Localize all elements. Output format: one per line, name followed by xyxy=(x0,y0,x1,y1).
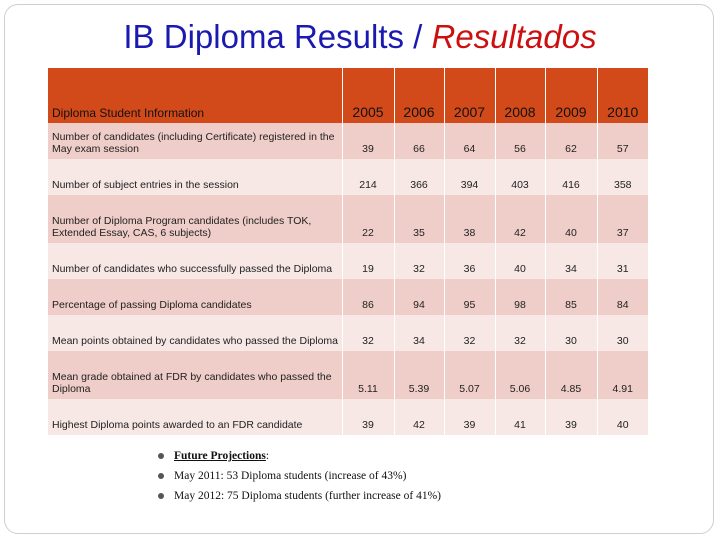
cell-value: 366 xyxy=(394,159,445,195)
cell-value: 95 xyxy=(444,279,496,315)
cell-value: 62 xyxy=(545,123,598,159)
year-header: 2008 xyxy=(495,68,546,123)
results-table: Diploma Student Information 2005 2006 20… xyxy=(48,68,648,435)
year-header: 2007 xyxy=(444,68,496,123)
row-label: Number of subject entries in the session xyxy=(48,159,343,195)
cell-value: 30 xyxy=(545,315,598,351)
cell-value: 4.91 xyxy=(597,351,648,399)
cell-value: 214 xyxy=(342,159,395,195)
cell-value: 39 xyxy=(444,399,496,435)
title-accent: Resultados xyxy=(431,18,597,55)
cell-value: 41 xyxy=(495,399,546,435)
slide-title: IB Diploma Results / Resultados xyxy=(0,18,720,56)
table-row: Mean grade obtained at FDR by candidates… xyxy=(48,351,648,399)
cell-value: 32 xyxy=(394,243,445,279)
table-row: Number of candidates who successfully pa… xyxy=(48,243,648,279)
cell-value: 394 xyxy=(444,159,496,195)
cell-value: 30 xyxy=(597,315,648,351)
cell-value: 38 xyxy=(444,195,496,243)
year-header: 2005 xyxy=(342,68,395,123)
cell-value: 56 xyxy=(495,123,546,159)
bullet-icon xyxy=(158,453,164,459)
cell-value: 31 xyxy=(597,243,648,279)
cell-value: 32 xyxy=(444,315,496,351)
table-row: Mean points obtained by candidates who p… xyxy=(48,315,648,351)
projection-text: May 2012: 75 Diploma students (further i… xyxy=(174,490,441,502)
cell-value: 98 xyxy=(495,279,546,315)
table-row: Number of candidates (including Certific… xyxy=(48,123,648,159)
title-main: IB Diploma Results / xyxy=(123,18,432,55)
row-label: Highest Diploma points awarded to an FDR… xyxy=(48,399,343,435)
table-row: Number of Diploma Program candidates (in… xyxy=(48,195,648,243)
row-label: Mean points obtained by candidates who p… xyxy=(48,315,343,351)
cell-value: 34 xyxy=(545,243,598,279)
cell-value: 19 xyxy=(342,243,395,279)
cell-value: 94 xyxy=(394,279,445,315)
cell-value: 37 xyxy=(597,195,648,243)
year-header: 2006 xyxy=(394,68,445,123)
cell-value: 42 xyxy=(495,195,546,243)
bullet-icon xyxy=(158,473,164,479)
projections-heading: Future Projections xyxy=(174,450,266,462)
row-label: Number of candidates (including Certific… xyxy=(48,123,343,159)
cell-value: 34 xyxy=(394,315,445,351)
cell-value: 42 xyxy=(394,399,445,435)
cell-value: 40 xyxy=(495,243,546,279)
projections-list: Future Projections: May 2011: 53 Diploma… xyxy=(158,446,441,506)
projection-text: May 2011: 53 Diploma students (increase … xyxy=(174,470,407,482)
cell-value: 39 xyxy=(342,399,395,435)
cell-value: 40 xyxy=(597,399,648,435)
table-header-row: Diploma Student Information 2005 2006 20… xyxy=(48,68,648,123)
cell-value: 32 xyxy=(495,315,546,351)
cell-value: 358 xyxy=(597,159,648,195)
projections-heading-suffix: : xyxy=(265,450,270,462)
list-item: Future Projections: xyxy=(158,446,441,466)
year-header: 2010 xyxy=(597,68,648,123)
cell-value: 36 xyxy=(444,243,496,279)
cell-value: 64 xyxy=(444,123,496,159)
list-item: May 2011: 53 Diploma students (increase … xyxy=(158,466,441,486)
cell-value: 85 xyxy=(545,279,598,315)
cell-value: 5.06 xyxy=(495,351,546,399)
cell-value: 35 xyxy=(394,195,445,243)
cell-value: 5.07 xyxy=(444,351,496,399)
row-label: Number of candidates who successfully pa… xyxy=(48,243,343,279)
row-label: Mean grade obtained at FDR by candidates… xyxy=(48,351,343,399)
bullet-icon xyxy=(158,493,164,499)
row-label: Number of Diploma Program candidates (in… xyxy=(48,195,343,243)
cell-value: 84 xyxy=(597,279,648,315)
slide-frame xyxy=(4,4,714,534)
header-label: Diploma Student Information xyxy=(48,68,343,123)
cell-value: 5.39 xyxy=(394,351,445,399)
cell-value: 5.11 xyxy=(342,351,395,399)
row-label: Percentage of passing Diploma candidates xyxy=(48,279,343,315)
cell-value: 416 xyxy=(545,159,598,195)
year-header: 2009 xyxy=(545,68,598,123)
cell-value: 32 xyxy=(342,315,395,351)
table-row: Percentage of passing Diploma candidates… xyxy=(48,279,648,315)
cell-value: 57 xyxy=(597,123,648,159)
cell-value: 39 xyxy=(342,123,395,159)
list-item: May 2012: 75 Diploma students (further i… xyxy=(158,486,441,506)
cell-value: 66 xyxy=(394,123,445,159)
cell-value: 86 xyxy=(342,279,395,315)
cell-value: 403 xyxy=(495,159,546,195)
cell-value: 4.85 xyxy=(545,351,598,399)
cell-value: 39 xyxy=(545,399,598,435)
table-row: Number of subject entries in the session… xyxy=(48,159,648,195)
table-row: Highest Diploma points awarded to an FDR… xyxy=(48,399,648,435)
cell-value: 22 xyxy=(342,195,395,243)
cell-value: 40 xyxy=(545,195,598,243)
